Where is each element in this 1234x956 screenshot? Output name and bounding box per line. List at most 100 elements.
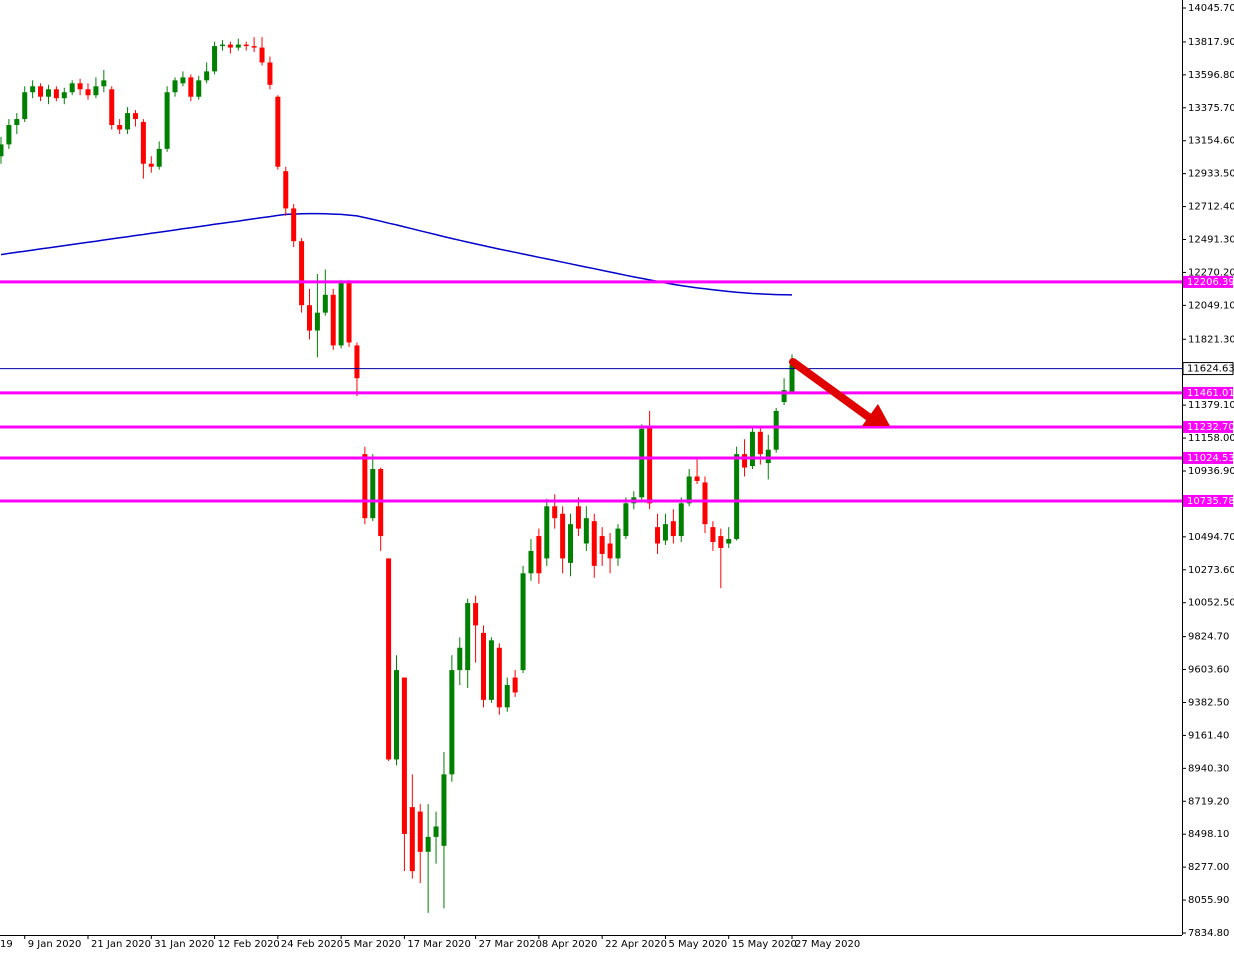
- candle-body: [662, 524, 668, 541]
- level-label-box: [1183, 275, 1233, 288]
- candle-body: [330, 294, 336, 346]
- candle-body: [251, 46, 257, 48]
- level-label: 11232.70: [1187, 422, 1234, 433]
- candle-body: [164, 92, 170, 149]
- candle-body: [417, 811, 423, 852]
- y-tick-label: 12491.30: [1188, 234, 1234, 245]
- x-tick-label: 24 Feb 2020: [281, 939, 343, 950]
- x-tick-label: 17 Mar 2020: [407, 939, 470, 950]
- candle-body: [22, 92, 28, 120]
- x-tick-label: 5 May 2020: [668, 939, 727, 950]
- candle-body: [38, 86, 44, 97]
- y-tick-label: 9824.70: [1188, 632, 1229, 643]
- candle-body: [702, 482, 708, 525]
- candle-body: [394, 670, 399, 760]
- plot-area: [0, 37, 1182, 913]
- level-label-box: [1183, 386, 1233, 399]
- candle-body: [322, 294, 328, 313]
- y-tick-label: 13817.90: [1188, 37, 1234, 48]
- candle-body: [93, 86, 99, 96]
- candle-body: [607, 543, 613, 559]
- candle-body: [718, 536, 724, 548]
- y-tick-label: 12270.20: [1188, 267, 1234, 278]
- arrow-head: [862, 404, 890, 426]
- candle-body: [789, 364, 795, 392]
- level-label-box: [1183, 420, 1233, 433]
- candle-body: [188, 77, 194, 97]
- candle-body: [401, 677, 407, 834]
- y-tick-label: 11379.10: [1188, 400, 1234, 411]
- y-tick-label: 12712.40: [1188, 202, 1234, 213]
- x-tick-label: 21 Jan 2020: [91, 939, 151, 950]
- y-tick-label: 10936.90: [1188, 466, 1234, 477]
- candle-body: [85, 89, 91, 96]
- candle-body: [283, 171, 289, 209]
- candle-body: [441, 774, 447, 846]
- x-tick-label: 27 May 2020: [795, 939, 860, 950]
- candle-body: [69, 83, 75, 93]
- level-label: 10735.78: [1187, 496, 1234, 507]
- candle-body: [101, 80, 107, 87]
- candle-body: [623, 503, 629, 537]
- y-tick-label: 8498.10: [1188, 829, 1229, 840]
- level-label: 11461.01: [1187, 388, 1234, 399]
- x-tick-label: 27 Mar 2020: [479, 939, 542, 950]
- candle-body: [568, 524, 574, 563]
- y-tick-label: 10494.70: [1188, 532, 1234, 543]
- candle-body: [552, 506, 558, 519]
- x-tick-label: 5 Mar 2020: [344, 939, 401, 950]
- candle-body: [132, 113, 138, 120]
- candle-body: [520, 573, 526, 671]
- level-label: 11024.53: [1187, 453, 1234, 464]
- candle-body: [504, 684, 510, 708]
- candle-body: [196, 80, 202, 97]
- candle-body: [267, 62, 273, 85]
- candle-body: [433, 826, 439, 837]
- candle-body: [148, 163, 154, 167]
- candle-body: [109, 89, 115, 126]
- candle-body: [496, 647, 502, 708]
- y-tick-label: 12933.50: [1188, 169, 1234, 180]
- candle-body: [710, 527, 716, 543]
- y-tick-label: 11821.30: [1188, 334, 1234, 345]
- candle-body: [227, 44, 233, 48]
- x-tick-label: 8 Apr 2020: [542, 939, 597, 950]
- y-tick-label: 10273.60: [1188, 565, 1234, 576]
- y-tick-label: 8940.30: [1188, 763, 1229, 774]
- x-tick-label: 9 Jan 2020: [28, 939, 82, 950]
- candle-body: [409, 807, 415, 872]
- candle-body: [291, 208, 297, 242]
- candle-body: [615, 528, 621, 559]
- candle-body: [61, 92, 67, 99]
- y-tick-label: 10052.50: [1188, 598, 1234, 609]
- candle-body: [639, 428, 645, 498]
- level-label: 12206.39: [1187, 277, 1234, 288]
- candle-body: [473, 603, 479, 626]
- x-tick-label: 19: [0, 939, 13, 950]
- candle-body: [591, 521, 597, 566]
- candle-body: [726, 539, 732, 544]
- y-tick-label: 11158.00: [1188, 433, 1234, 444]
- candle-body: [306, 305, 312, 331]
- candle-body: [354, 345, 360, 379]
- x-tick-label: 22 Apr 2020: [605, 939, 667, 950]
- candle-body: [346, 282, 352, 343]
- x-tick-label: 12 Feb 2020: [218, 939, 280, 950]
- candle-body: [742, 454, 748, 468]
- candle-body: [172, 80, 178, 93]
- candle-body: [275, 96, 281, 167]
- candle-body: [560, 513, 566, 559]
- candle-body: [734, 454, 740, 540]
- y-tick-label: 8055.90: [1188, 895, 1229, 906]
- candle-body: [53, 89, 59, 99]
- candle-body: [536, 536, 542, 574]
- candle-body: [647, 427, 653, 504]
- level-label-box: [1183, 451, 1233, 464]
- candle-body: [30, 86, 36, 93]
- x-tick-label: 31 Jan 2020: [154, 939, 214, 950]
- annotation-arrow: [789, 358, 890, 426]
- arrow-shaft: [789, 358, 874, 422]
- candle-body: [117, 125, 123, 130]
